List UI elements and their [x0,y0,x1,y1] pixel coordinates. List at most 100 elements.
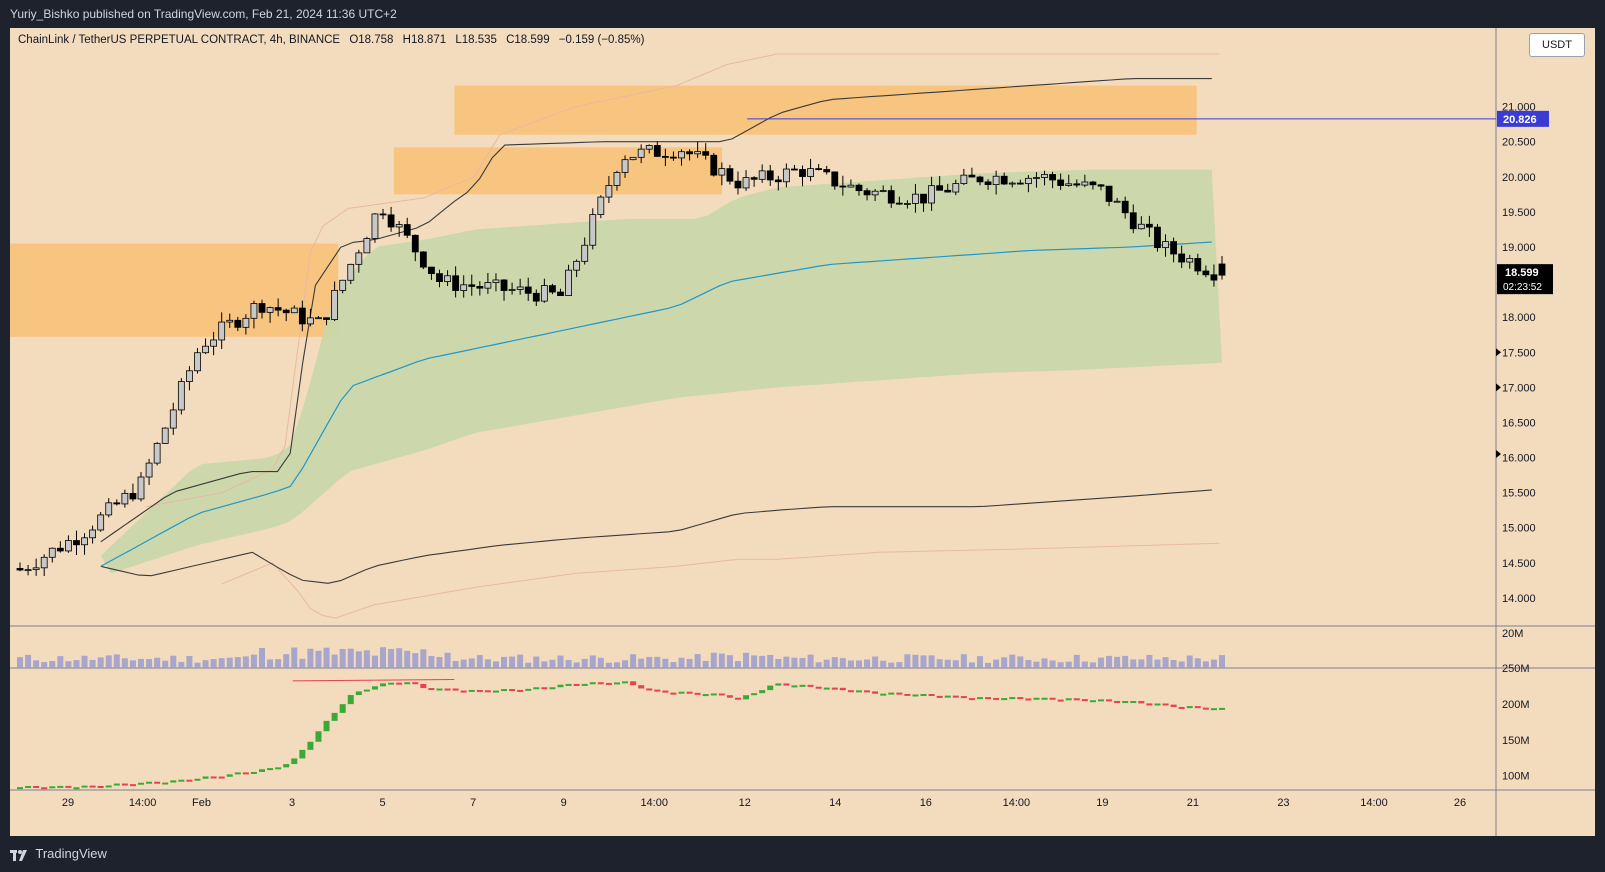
candle-up [32,567,40,571]
volume-bar [484,659,491,668]
volume-bar [436,657,443,668]
candle-down [670,156,677,159]
candle-down [411,234,419,253]
obv-step-down [864,690,871,693]
candle-down [863,190,871,196]
obv-step-up [1001,698,1008,701]
volume-bar [1122,655,1129,668]
volume-bar [234,657,241,668]
candle-up [1024,177,1032,185]
volume-bar [896,662,903,668]
currency-button[interactable]: USDT [1529,33,1585,57]
obv-step-down [420,683,427,689]
outer-band-lower [221,542,1220,619]
candle-down [799,169,806,177]
obv-step-up [743,695,750,700]
obv-step-up [678,691,685,694]
obv-step-up [1009,697,1016,700]
obv-step-up [299,749,306,759]
chart-canvas[interactable]: 21.00020.50020.00019.50019.00018.50018.0… [10,28,1595,836]
candle-up [1162,241,1169,249]
volume-bar [976,656,983,668]
obv-step-down [412,682,419,685]
candle-up [48,547,56,558]
obv-step-down [815,686,822,689]
obv-step-down [630,681,637,686]
candle-down [968,174,976,178]
candle-down [686,151,693,155]
chart-area[interactable]: 21.00020.50020.00019.50019.00018.50018.0… [10,28,1595,836]
volume-bar [501,656,508,668]
obv-step-up [371,686,378,690]
obv-step-up [355,691,362,696]
obv-step-up [710,693,717,696]
obv-step-up [581,683,588,686]
obv-step-down [1138,701,1145,704]
candle-up [121,492,129,505]
obv-step-down [541,687,548,690]
candle-down [379,213,387,216]
obv-step-up [589,682,596,685]
candle-up [484,282,492,289]
volume-bar [138,658,145,668]
candle-up [186,370,193,382]
level-price-text: 20.826 [1503,114,1537,126]
volume-bar [1033,661,1040,668]
volume-bar [1130,659,1137,668]
volume-bar [1162,657,1169,668]
candle-down [500,279,508,291]
volume-bar [250,654,257,668]
obv-step-up [759,690,766,694]
candle-down [73,540,80,546]
candle-up [516,286,524,290]
obv-step-up [380,683,387,687]
candle-up [218,321,226,341]
obv-step-down [121,783,128,786]
obv-step-up [73,787,80,790]
candle-up [629,156,637,161]
time-tick-label: 9 [561,797,567,809]
candle-down [791,168,798,171]
volume-bar [944,659,951,668]
volume-bar [323,647,330,668]
obv-step-up [823,687,830,690]
obv-step-down [968,698,975,701]
candle-down [1057,179,1065,186]
obv-step-up [751,693,758,696]
price-tick-label: 14.000 [1502,593,1536,605]
candle-down [976,176,984,183]
candle-up [960,174,968,184]
candle-up [194,352,201,372]
obv-step-down [186,779,193,782]
candle-up [1113,200,1121,203]
candle-up [331,289,339,320]
volume-bar [412,653,419,668]
obv-step-down [1073,698,1080,701]
volume-bar [49,660,56,668]
obv-step-up [1122,701,1129,704]
price-tick-label: 19.000 [1502,242,1536,254]
candle-down [766,170,774,181]
obv-step-up [283,764,290,768]
candle-down [56,547,64,552]
candle-down [661,155,669,158]
brand-name: TradingView [35,846,107,861]
candle-up [40,556,48,569]
obv-step-down [807,684,814,687]
volume-bar [444,652,451,668]
candle-up [315,317,322,320]
obv-step-up [162,782,169,785]
obv-step-up [113,783,120,786]
obv-step-down [896,692,903,695]
obv-step-down [1194,706,1201,709]
volume-bar [1138,659,1145,668]
obv-step-up [1130,701,1137,704]
volume-bar [1114,656,1121,668]
price-tick-label: 19.500 [1502,207,1536,219]
volume-bar [936,659,943,668]
volume-bar [993,659,1000,668]
obv-step-up [25,785,32,788]
obv-step-down [985,697,992,700]
ema-line [100,241,1212,567]
obv-step-down [476,689,483,692]
